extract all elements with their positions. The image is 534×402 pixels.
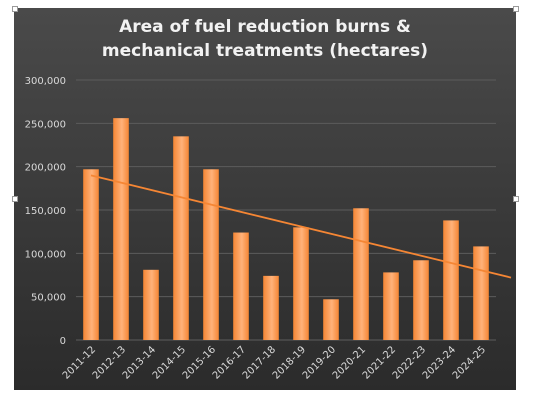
chart-area[interactable]: Area of fuel reduction burns & mechanica… [14,8,516,390]
chart-title-line-1: Area of fuel reduction burns & [119,17,411,37]
bar-2017-18 [263,275,279,340]
bar-2019-20 [323,299,339,340]
bar-2016-17 [233,232,249,340]
resize-handle-middle-right[interactable] [513,196,519,202]
y-tick-label: 200,000 [25,163,66,174]
bar-2015-16 [203,169,219,340]
bar-2022-23 [413,260,429,340]
trendline [90,174,512,279]
bar-2018-19 [293,227,309,340]
bar-2023-24 [443,220,459,340]
bars [83,118,489,340]
bar-2012-13 [113,118,129,340]
y-tick-label: 0 [60,336,66,347]
bar-2011-12 [83,169,99,340]
resize-handle-top-left[interactable] [12,6,18,12]
bar-2013-14 [143,269,159,340]
y-tick-label: 150,000 [25,206,66,217]
bar-chart: Area of fuel reduction burns & mechanica… [14,8,516,390]
bar-2020-21 [353,208,369,340]
bar-2024-25 [473,246,489,340]
y-tick-label: 100,000 [25,249,66,260]
bar-2021-22 [383,272,399,340]
y-axis-ticks: 0 50,000 100,000 150,000 200,000 250,000 300,0… [25,76,66,347]
y-tick-label: 50,000 [31,293,66,304]
resize-handle-top-right[interactable] [513,6,519,12]
resize-handle-middle-left[interactable] [12,196,18,202]
y-tick-label: 300,000 [25,76,66,87]
chart-title-line-2: mechanical treatments (hectares) [102,41,428,61]
bar-2014-15 [173,136,189,340]
y-tick-label: 250,000 [25,119,66,130]
